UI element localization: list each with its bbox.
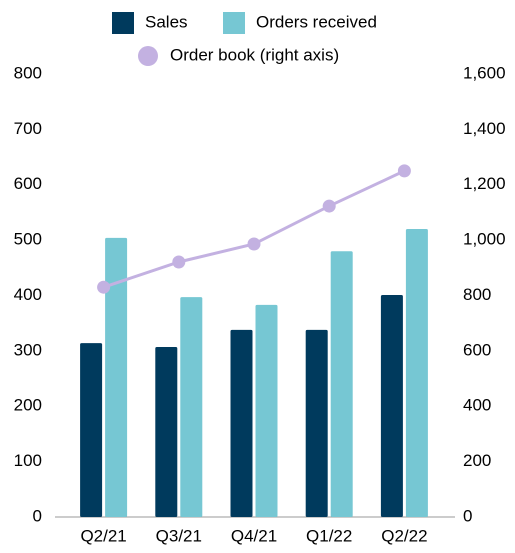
y-tick-label: 700	[14, 119, 42, 138]
bar	[305, 329, 328, 517]
bar	[230, 329, 253, 517]
line-point	[322, 199, 336, 213]
x-tick-label: Q1/22	[306, 526, 352, 545]
y2-tick-label: 1,600	[463, 63, 506, 82]
legend-marker	[112, 12, 134, 34]
bar	[80, 343, 103, 517]
bar	[180, 297, 203, 517]
y2-tick-label: 600	[463, 340, 491, 359]
y2-tick-label: 800	[463, 285, 491, 304]
y2-tick-label: 1,000	[463, 230, 506, 249]
y-tick-label: 800	[14, 63, 42, 82]
x-tick-label: Q3/21	[156, 526, 202, 545]
bar	[255, 304, 278, 517]
line	[103, 169, 406, 289]
y-tick-label: 600	[14, 174, 42, 193]
y-tick-label: 400	[14, 285, 42, 304]
y2-tick-label: 0	[463, 506, 472, 525]
legend-label: Order book (right axis)	[170, 45, 339, 64]
y-tick-label: 300	[14, 340, 42, 359]
bar	[405, 229, 428, 518]
y2-tick-label: 1,400	[463, 119, 506, 138]
bar	[330, 251, 353, 517]
line-point	[397, 164, 411, 178]
x-tick-label: Q2/22	[381, 526, 427, 545]
bar	[155, 346, 178, 517]
y-tick-label: 100	[14, 451, 42, 470]
y-tick-label: 200	[14, 396, 42, 415]
legend-label: Orders received	[256, 12, 377, 31]
y-tick-label: 500	[14, 230, 42, 249]
legend-marker	[138, 46, 158, 66]
legend-label: Sales	[145, 12, 188, 31]
y2-tick-label: 200	[463, 451, 491, 470]
legend-marker	[223, 12, 245, 34]
x-tick-label: Q4/21	[231, 526, 277, 545]
line-point	[247, 237, 261, 251]
y2-tick-label: 400	[463, 396, 491, 415]
line-point	[172, 255, 186, 269]
x-tick-label: Q2/21	[80, 526, 126, 545]
y-tick-label: 0	[33, 506, 42, 525]
bar	[105, 237, 128, 517]
line-point	[97, 280, 111, 294]
bar	[380, 294, 403, 517]
y2-tick-label: 1,200	[463, 174, 506, 193]
